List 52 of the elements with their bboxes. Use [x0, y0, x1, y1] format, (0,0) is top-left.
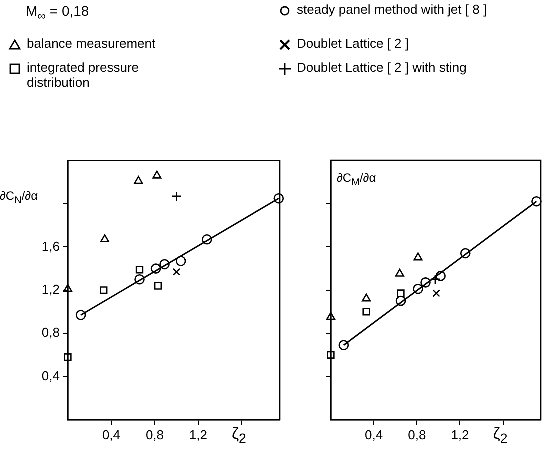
x-axis-title: ζ$_{2}$	[232, 426, 246, 446]
x-tick-label: 0,4	[365, 427, 384, 442]
point	[362, 308, 370, 316]
point	[154, 282, 162, 290]
point	[326, 312, 336, 320]
point	[413, 284, 424, 294]
legend-label: Doublet Lattice [ 2 ] with sting	[297, 60, 467, 75]
x-tick-label: 0,4	[102, 427, 121, 442]
point	[432, 290, 440, 298]
x-tick-label: 0,8	[408, 427, 426, 442]
point	[100, 286, 108, 294]
point	[172, 268, 181, 276]
point	[414, 252, 423, 261]
point	[76, 310, 86, 320]
legend-label: integrated pressure distribution	[27, 60, 140, 90]
point	[134, 274, 145, 285]
point	[396, 296, 406, 306]
legend-label: balance measurement	[27, 36, 156, 51]
y-axis-title: ∂C$_{N}$/∂α	[0, 188, 38, 206]
y-tick-label: 1,6	[42, 238, 60, 254]
legend-label: Doublet Lattice [ 2 ]	[297, 36, 410, 51]
x-axis-title: ζ$_{2}$	[493, 426, 508, 446]
point	[460, 248, 471, 259]
point	[172, 191, 182, 202]
y-tick-label: 0,4	[42, 368, 60, 384]
x-tick-label: 0,8	[146, 427, 164, 442]
x-tick-label: 1,2	[189, 427, 208, 442]
point	[420, 278, 431, 288]
legend-label: steady panel method with jet [ 8 ]	[297, 2, 488, 17]
point	[327, 351, 335, 359]
y-tick-label: 1,2	[42, 282, 60, 297]
point	[160, 259, 170, 270]
point	[63, 284, 73, 292]
y-axis-title: ∂C$_{M}$/∂α	[337, 170, 376, 188]
point	[136, 266, 144, 274]
point	[64, 354, 72, 362]
point	[338, 340, 350, 351]
point	[274, 193, 284, 204]
x-tick-label: 1,2	[451, 427, 470, 442]
point	[152, 170, 162, 179]
point	[397, 290, 405, 298]
point	[395, 268, 404, 277]
point	[436, 271, 446, 282]
point	[362, 294, 372, 302]
point	[100, 234, 110, 243]
y-tick-label: 0,8	[42, 325, 60, 340]
point	[176, 256, 186, 266]
point	[532, 196, 542, 207]
chart-title: M$_{∞}$ = 0,18	[25, 2, 90, 25]
point	[134, 176, 144, 184]
point	[150, 264, 162, 274]
point	[202, 234, 212, 245]
